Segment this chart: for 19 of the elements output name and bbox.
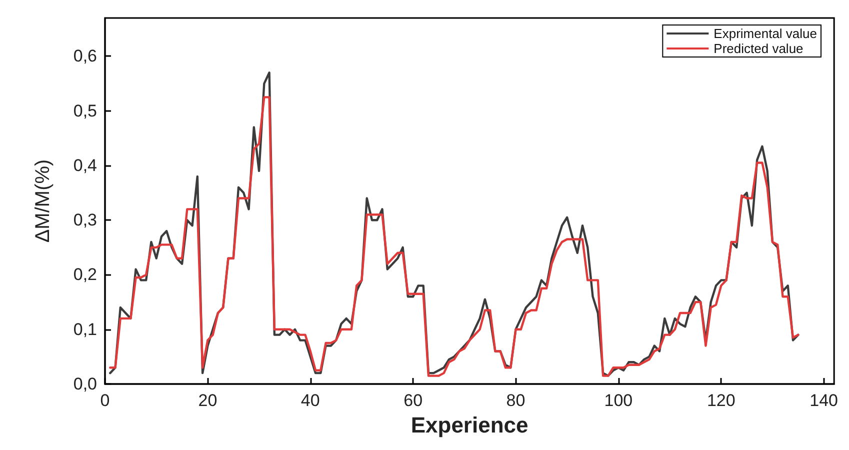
legend-label: Exprimental value: [714, 26, 817, 41]
x-tick-label: 20: [198, 391, 218, 410]
y-axis-title: ΔM/M(%): [32, 159, 54, 243]
legend-label: Predicted value: [714, 41, 804, 56]
x-tick-label: 60: [404, 391, 423, 410]
y-tick-label: 0,5: [73, 101, 97, 120]
y-tick-label: 0,2: [73, 265, 97, 284]
x-tick-label: 40: [300, 391, 320, 410]
y-tick-label: 0,4: [73, 156, 97, 175]
x-tick-label: 80: [506, 391, 526, 410]
y-tick-label: 0,1: [73, 320, 97, 339]
x-tick-label: 120: [706, 391, 736, 410]
y-tick-label: 0,0: [73, 374, 97, 394]
x-tick-label: 140: [810, 391, 838, 410]
y-tick-label: 0,6: [73, 46, 97, 66]
x-axis-title: Experience: [410, 412, 528, 438]
x-tick-label: 100: [604, 391, 633, 410]
y-tick-label: 0,3: [73, 210, 97, 230]
x-tick-label: 0: [100, 391, 110, 410]
